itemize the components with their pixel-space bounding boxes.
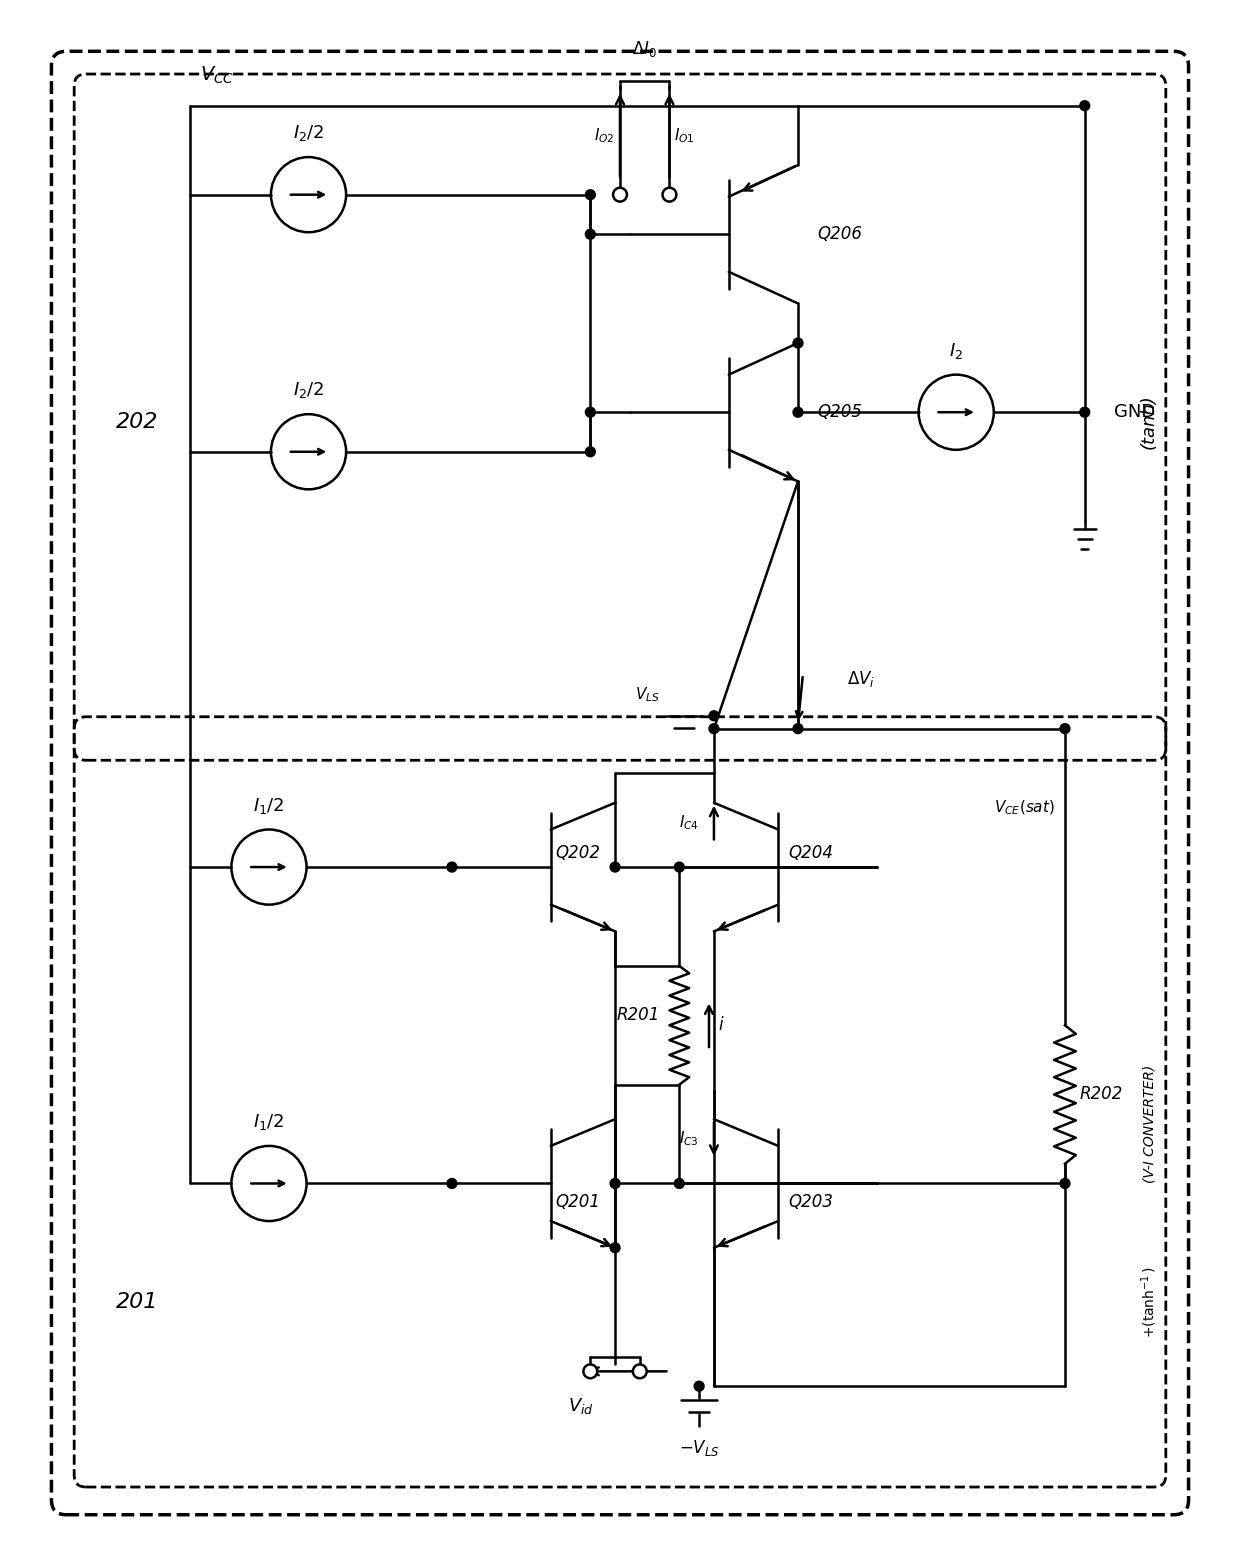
Circle shape: [1060, 724, 1070, 734]
Circle shape: [694, 1381, 704, 1391]
Circle shape: [610, 1243, 620, 1253]
Text: $+(\tanh^{-1})$: $+(\tanh^{-1})$: [1140, 1267, 1159, 1338]
Text: $V_{CC}$: $V_{CC}$: [200, 64, 234, 86]
Circle shape: [675, 1179, 684, 1189]
Text: $V_{CE}(sat)$: $V_{CE}(sat)$: [994, 798, 1055, 817]
Circle shape: [585, 190, 595, 199]
Circle shape: [709, 724, 719, 734]
Text: $V_{LS}$: $V_{LS}$: [635, 685, 660, 704]
Text: R202: R202: [1080, 1085, 1123, 1104]
Text: Q203: Q203: [789, 1193, 833, 1212]
Text: 202: 202: [115, 412, 157, 433]
Circle shape: [585, 229, 595, 240]
Circle shape: [1060, 1179, 1070, 1189]
Circle shape: [610, 1179, 620, 1189]
Circle shape: [446, 862, 456, 872]
Text: (tanh): (tanh): [1140, 395, 1158, 450]
Text: R201: R201: [616, 1007, 660, 1024]
Circle shape: [709, 710, 719, 721]
Circle shape: [585, 408, 595, 417]
Circle shape: [613, 188, 627, 202]
Text: $I_{O1}$: $I_{O1}$: [675, 125, 694, 144]
Circle shape: [1080, 100, 1090, 111]
Circle shape: [1080, 408, 1090, 417]
Circle shape: [662, 188, 676, 202]
Circle shape: [675, 862, 684, 872]
Text: Q201: Q201: [556, 1193, 600, 1212]
Text: i: i: [719, 1016, 723, 1035]
Text: $-V_{LS}$: $-V_{LS}$: [678, 1438, 719, 1458]
Text: Q205: Q205: [817, 403, 863, 422]
Circle shape: [446, 1179, 456, 1189]
Text: $\Delta V_i$: $\Delta V_i$: [847, 670, 875, 690]
Text: Q204: Q204: [789, 844, 833, 862]
Text: $\Delta I_0$: $\Delta I_0$: [632, 39, 657, 60]
Circle shape: [632, 1364, 647, 1378]
Text: Q202: Q202: [556, 844, 600, 862]
Text: $V_{id}$: $V_{id}$: [568, 1396, 594, 1416]
Text: $I_1/2$: $I_1/2$: [253, 795, 284, 815]
Text: 201: 201: [115, 1292, 157, 1312]
Text: $I_1/2$: $I_1/2$: [253, 1112, 284, 1132]
Circle shape: [794, 724, 804, 734]
Circle shape: [794, 408, 804, 417]
Text: $I_{C4}$: $I_{C4}$: [680, 814, 699, 833]
Text: $I_2$: $I_2$: [949, 340, 963, 361]
Text: $I_2/2$: $I_2/2$: [293, 124, 324, 143]
Text: $I_{C3}$: $I_{C3}$: [680, 1129, 699, 1148]
Circle shape: [794, 339, 804, 348]
Text: (V-I CONVERTER): (V-I CONVERTER): [1142, 1065, 1156, 1184]
Text: Q206: Q206: [817, 226, 863, 243]
Circle shape: [610, 862, 620, 872]
Text: GND: GND: [1115, 403, 1156, 422]
Text: $I_{O2}$: $I_{O2}$: [594, 125, 615, 144]
Circle shape: [583, 1364, 598, 1378]
Circle shape: [585, 447, 595, 456]
Text: $I_2/2$: $I_2/2$: [293, 381, 324, 400]
